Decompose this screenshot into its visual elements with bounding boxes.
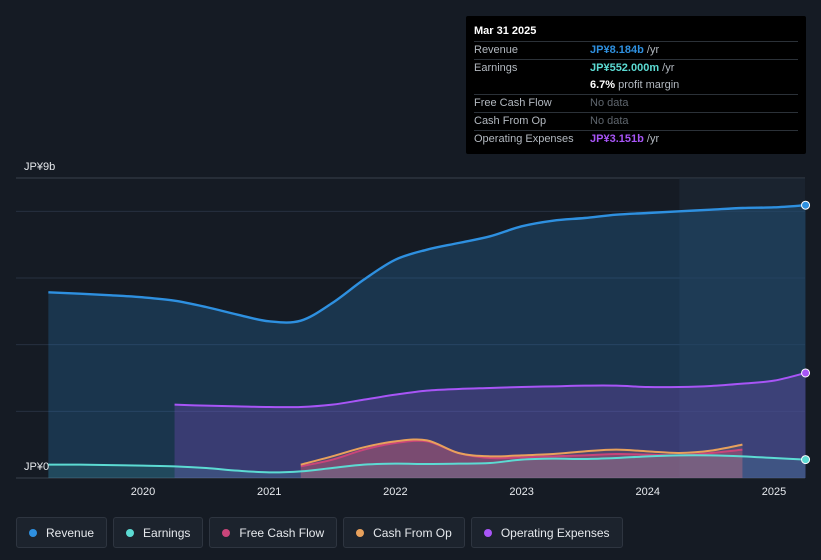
tooltip-row-label: Earnings xyxy=(474,62,518,74)
tooltip-row-value: JP¥8.184b /yr xyxy=(590,44,660,56)
highlight-region xyxy=(679,178,805,478)
earnings-area xyxy=(48,455,806,478)
x-tick-label: 2025 xyxy=(762,486,786,498)
legend-label: Free Cash Flow xyxy=(239,525,325,540)
tooltip-row-label: Cash From Op xyxy=(474,115,547,127)
legend-item-revenue[interactable]: Revenue xyxy=(16,517,108,548)
grid-lines xyxy=(16,177,805,479)
operating-expenses-endpoint xyxy=(801,368,811,378)
legend-dot-icon xyxy=(356,528,365,537)
cash-from-op-line xyxy=(300,438,743,466)
earnings-line xyxy=(48,454,806,474)
y-axis-top-label: JP¥9b xyxy=(24,161,55,173)
x-axis-ticks: 2020 2021 2022 2023 2024 2025 xyxy=(131,486,786,498)
tooltip-row-value: No data xyxy=(590,115,629,127)
legend-label: Earnings xyxy=(143,525,191,540)
earnings-endpoint xyxy=(801,455,811,465)
legend-item-free-cash-flow[interactable]: Free Cash Flow xyxy=(209,517,338,548)
legend-dot-icon xyxy=(126,528,135,537)
series-areas xyxy=(48,205,806,478)
tooltip-row: Revenue JP¥8.184b /yr xyxy=(474,41,798,59)
tooltip-row: 6.7% profit margin xyxy=(474,77,798,94)
tooltip-row-label xyxy=(474,77,590,94)
chart-canvas: 2020 2021 2022 2023 2024 2025 JP¥9b JP¥0 xyxy=(16,161,811,498)
tooltip-row-value: No data xyxy=(590,97,629,109)
tooltip-row: Cash From Op No data xyxy=(474,112,798,130)
legend-label: Cash From Op xyxy=(373,525,452,540)
tooltip-row-label: Revenue xyxy=(474,44,519,56)
revenue-endpoint xyxy=(801,200,811,210)
revenue-line xyxy=(48,204,806,324)
x-tick-label: 2023 xyxy=(509,486,533,498)
x-tick-label: 2024 xyxy=(636,486,660,498)
tooltip-row-label: Free Cash Flow xyxy=(474,97,552,109)
legend-item-operating-expenses[interactable]: Operating Expenses xyxy=(470,517,623,548)
x-tick-label: 2021 xyxy=(257,486,281,498)
y-axis-bottom-label: JP¥0 xyxy=(24,461,49,473)
legend: Revenue Earnings Free Cash Flow Cash From O… xyxy=(16,517,623,550)
legend-dot-icon xyxy=(483,528,492,537)
tooltip-row-value: 6.7% profit margin xyxy=(590,79,680,91)
tooltip-rows: Revenue JP¥8.184b /yr Earnings JP¥552.000m … xyxy=(474,41,798,148)
x-tick-label: 2022 xyxy=(383,486,407,498)
tooltip-row-value: JP¥3.151b /yr xyxy=(590,133,660,145)
legend-item-earnings[interactable]: Earnings xyxy=(113,517,204,548)
x-tick-label: 2020 xyxy=(131,486,155,498)
series-endpoints xyxy=(801,200,811,465)
tooltip-date: Mar 31 2025 xyxy=(474,25,537,37)
tooltip-row: Operating Expenses JP¥3.151b /yr xyxy=(474,130,798,148)
tooltip-row-value: JP¥552.000m /yr xyxy=(590,62,675,74)
revenue-area xyxy=(48,205,806,478)
tooltip-row-label: Operating Expenses xyxy=(474,133,574,145)
tooltip-row: Earnings JP¥552.000m /yr xyxy=(474,59,798,77)
legend-dot-icon xyxy=(222,528,231,537)
tooltip-row: Free Cash Flow No data xyxy=(474,94,798,112)
legend-label: Operating Expenses xyxy=(500,525,610,540)
operating-expenses-line xyxy=(174,371,806,409)
legend-dot-icon xyxy=(29,528,37,537)
tooltip-panel: Mar 31 2025 Revenue JP¥8.184b /yr Earnings… xyxy=(466,16,806,154)
legend-item-cash-from-op[interactable]: Cash From Op xyxy=(343,517,465,548)
legend-label: Revenue xyxy=(46,525,95,540)
series-lines xyxy=(48,204,806,474)
